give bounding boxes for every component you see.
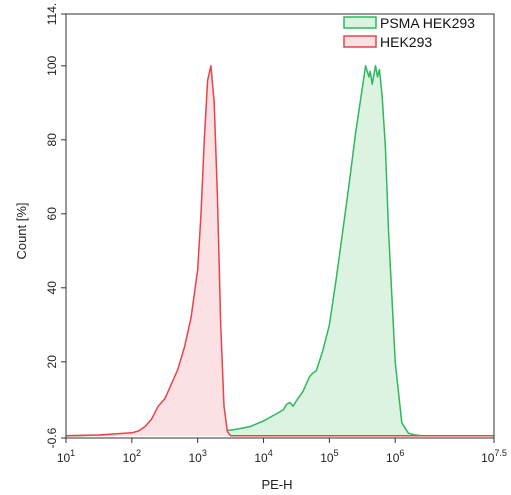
x-axis-title: PE-H bbox=[261, 477, 292, 492]
legend-swatch-1 bbox=[343, 35, 377, 48]
x-tick-label: 104 bbox=[254, 448, 272, 465]
x-tick-label: 101 bbox=[57, 448, 75, 465]
series-fill-0 bbox=[66, 65, 494, 436]
x-tick-label: 106 bbox=[386, 448, 404, 465]
series-line-1 bbox=[65, 65, 494, 437]
y-tick-label: 100 bbox=[45, 55, 59, 75]
y-tick-label: -0.6 bbox=[45, 427, 59, 448]
x-tick-label: 103 bbox=[189, 448, 207, 465]
plot-frame bbox=[65, 13, 495, 439]
legend-label-0: PSMA HEK293 bbox=[380, 15, 475, 31]
series-line-0 bbox=[65, 65, 494, 437]
y-tick-label: 20 bbox=[45, 355, 59, 369]
x-tick-label: 105 bbox=[320, 448, 338, 465]
legend-label-1: HEK293 bbox=[380, 34, 432, 50]
axes: -0.6 20 40 60 80 100 114. 101 102 103 104 105 106 107… bbox=[45, 3, 507, 465]
legend-swatch-0 bbox=[343, 16, 377, 29]
series-fill-1 bbox=[66, 65, 494, 436]
plot-area bbox=[65, 65, 494, 437]
y-axis-title: Count [%] bbox=[14, 202, 29, 259]
y-tick-label: 114. bbox=[45, 3, 59, 25]
y-tick-label: 60 bbox=[45, 207, 59, 221]
x-tick-label: 102 bbox=[123, 448, 141, 465]
y-tick-label: 40 bbox=[45, 281, 59, 295]
y-tick-label: 80 bbox=[45, 133, 59, 147]
x-tick-label: 107.5 bbox=[481, 448, 507, 465]
legend: PSMA HEK293 HEK293 bbox=[343, 15, 475, 50]
